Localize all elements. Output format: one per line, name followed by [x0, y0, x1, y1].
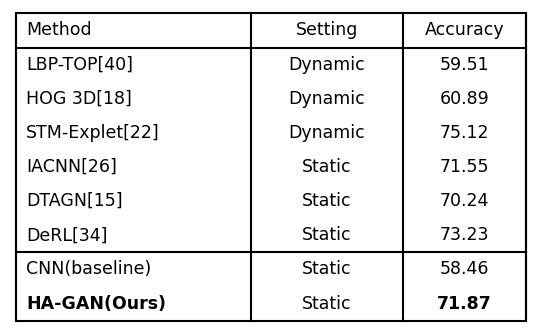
- Text: 71.55: 71.55: [440, 158, 489, 176]
- Text: Method: Method: [26, 21, 92, 39]
- Text: 71.87: 71.87: [437, 295, 492, 313]
- Text: LBP-TOP[40]: LBP-TOP[40]: [26, 55, 133, 73]
- Text: STM-Explet[22]: STM-Explet[22]: [26, 124, 160, 142]
- Text: Static: Static: [302, 226, 352, 244]
- Text: 75.12: 75.12: [440, 124, 489, 142]
- Text: Static: Static: [302, 261, 352, 279]
- Text: DeRL[34]: DeRL[34]: [26, 226, 107, 244]
- Text: 70.24: 70.24: [440, 192, 489, 210]
- Text: 73.23: 73.23: [440, 226, 489, 244]
- Text: Static: Static: [302, 158, 352, 176]
- Text: Accuracy: Accuracy: [425, 21, 505, 39]
- Text: Dynamic: Dynamic: [289, 124, 365, 142]
- Text: Static: Static: [302, 192, 352, 210]
- Text: 60.89: 60.89: [440, 90, 489, 108]
- Text: Setting: Setting: [296, 21, 358, 39]
- Text: HOG 3D[18]: HOG 3D[18]: [26, 90, 132, 108]
- Text: Dynamic: Dynamic: [289, 55, 365, 73]
- Text: Static: Static: [302, 295, 352, 313]
- Text: 58.46: 58.46: [440, 261, 489, 279]
- Text: HA-GAN(Ours): HA-GAN(Ours): [26, 295, 166, 313]
- Text: DTAGN[15]: DTAGN[15]: [26, 192, 122, 210]
- Text: Dynamic: Dynamic: [289, 90, 365, 108]
- Text: CNN(baseline): CNN(baseline): [26, 261, 151, 279]
- Text: IACNN[26]: IACNN[26]: [26, 158, 117, 176]
- Text: 59.51: 59.51: [440, 55, 489, 73]
